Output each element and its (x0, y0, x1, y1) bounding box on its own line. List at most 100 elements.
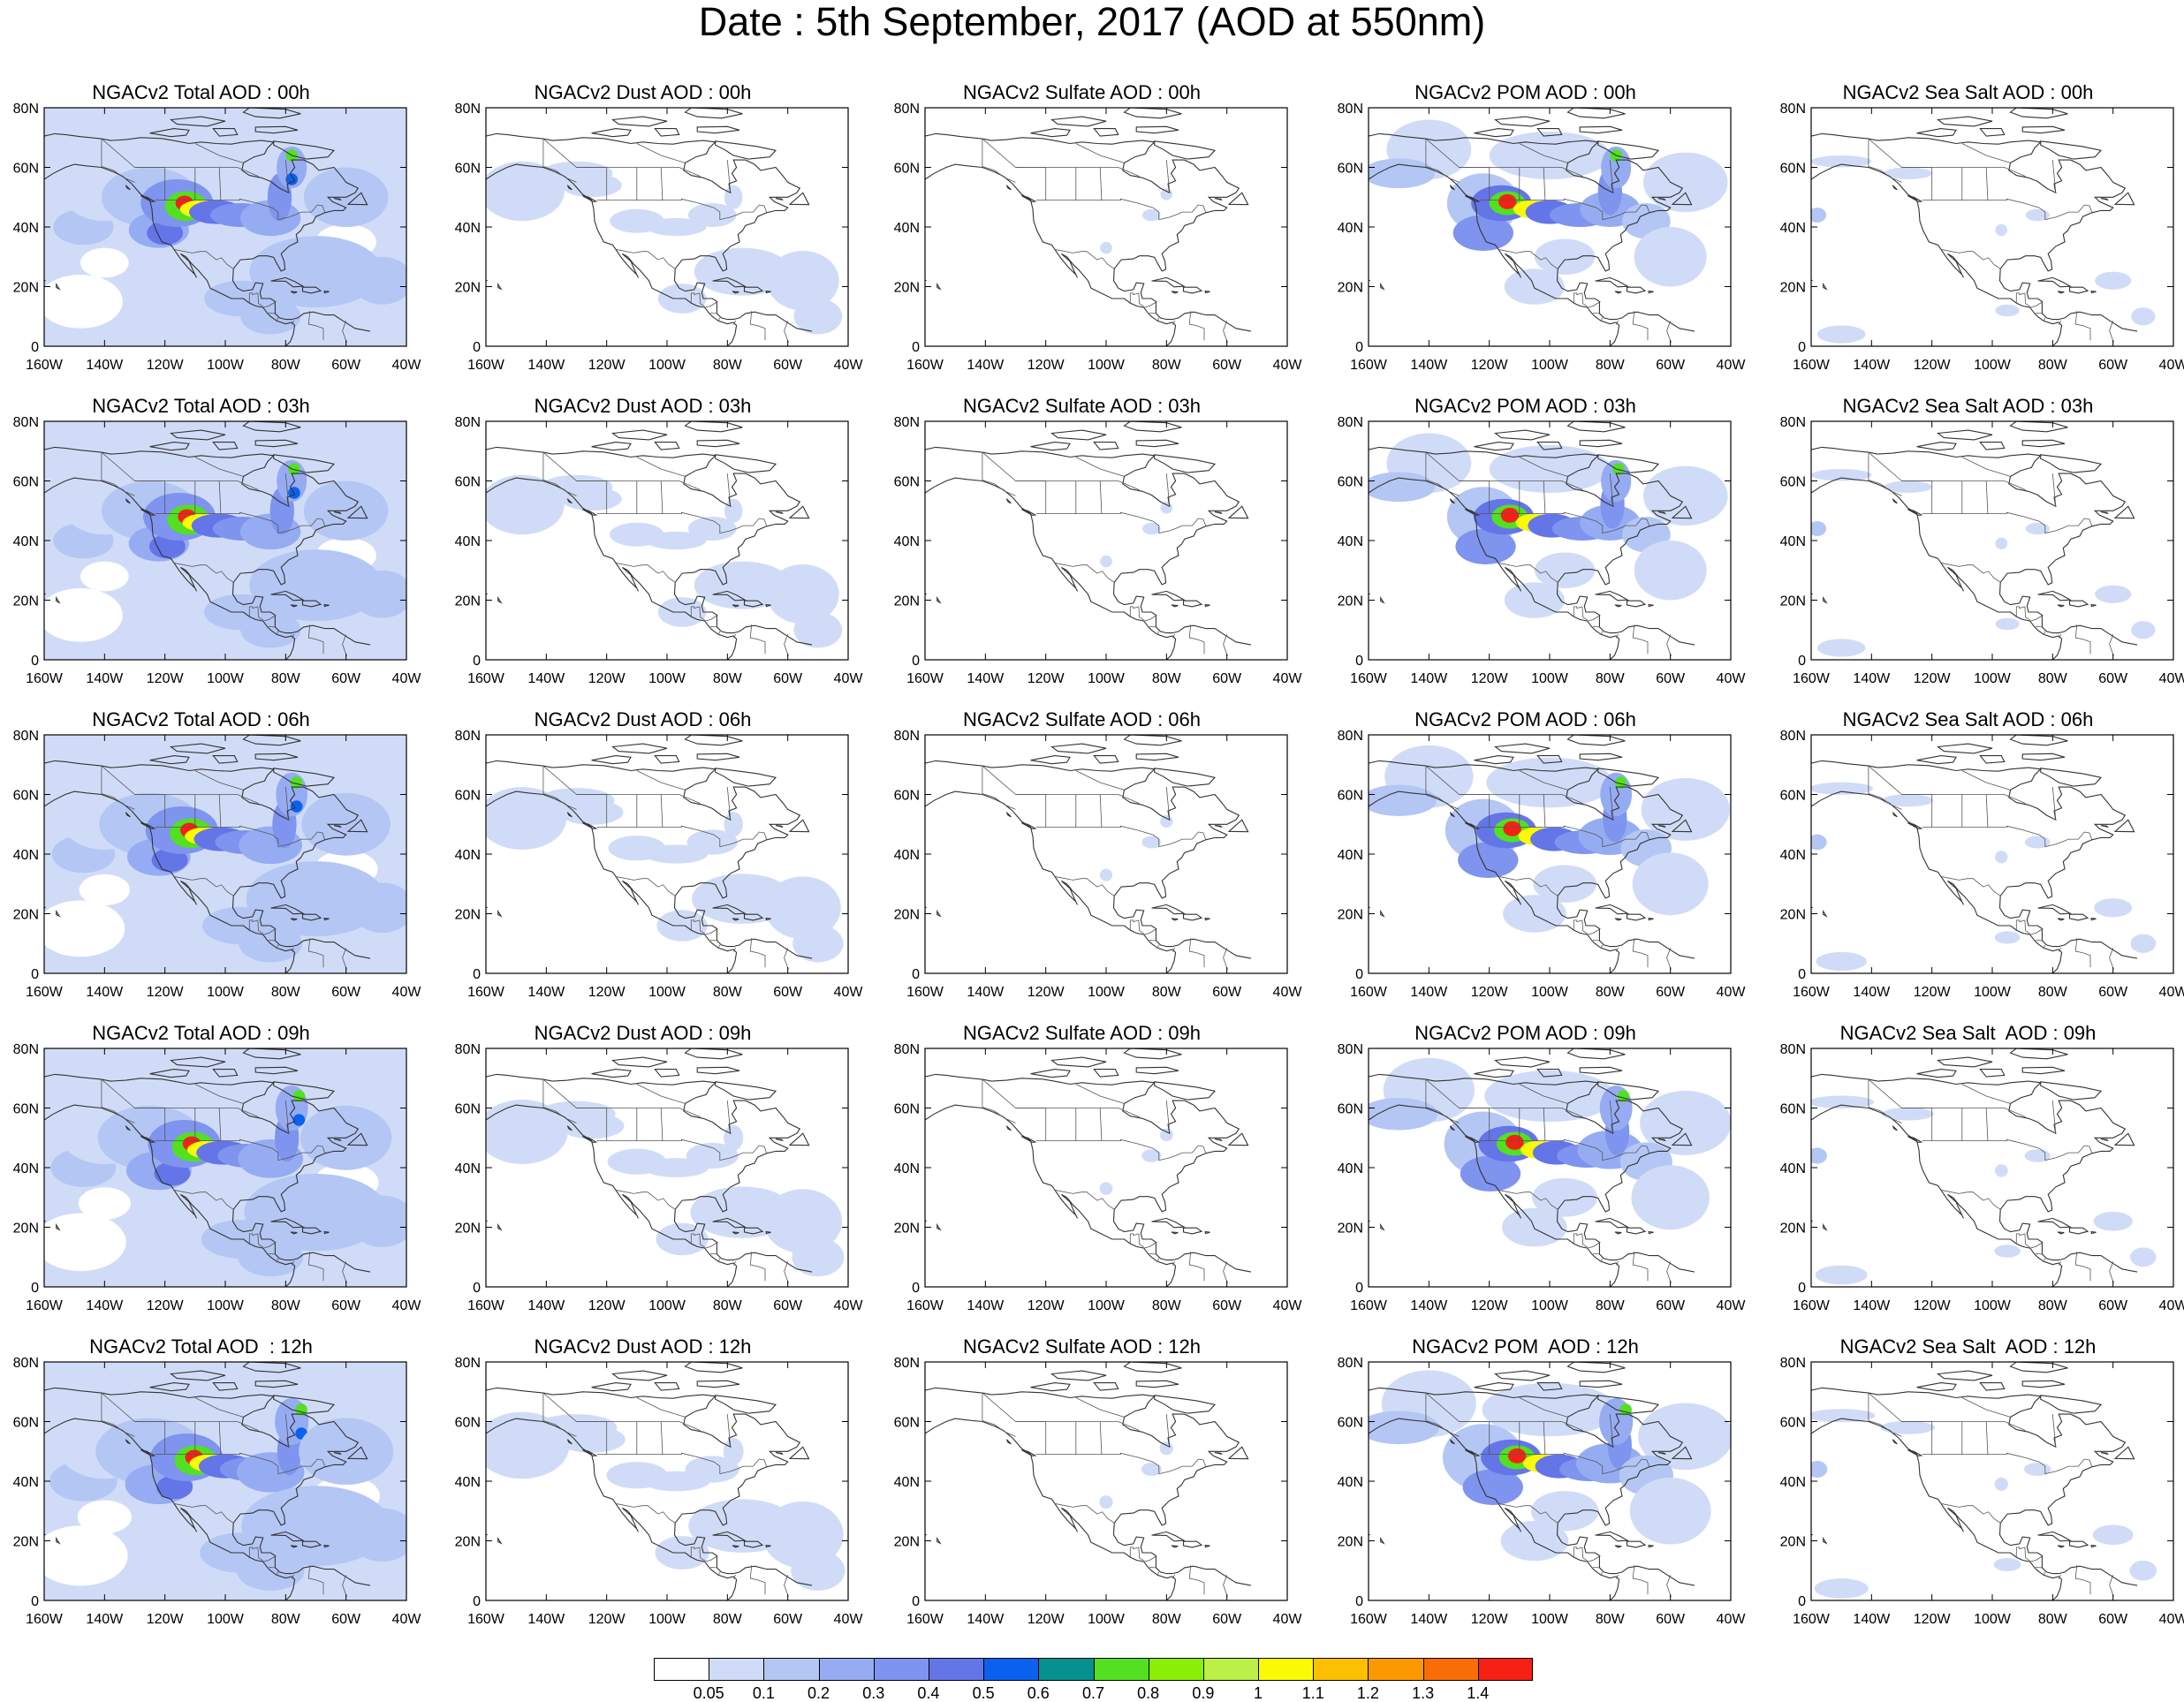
island-outline (2041, 1082, 2101, 1100)
political-border (1166, 473, 1170, 506)
y-tick-label: 0 (473, 1281, 481, 1296)
island-outline (2011, 421, 2068, 432)
x-tick-label: 100W (207, 1298, 245, 1313)
x-tick-label: 40W (2159, 1612, 2184, 1627)
y-tick-label: 60N (1780, 1102, 1806, 1117)
y-tick-label: 60N (1338, 475, 1363, 490)
x-tick-label: 140W (1853, 1612, 1891, 1627)
y-tick-label: 40N (1338, 848, 1363, 863)
y-tick-label: 60N (455, 1416, 481, 1431)
political-border (1144, 615, 1156, 621)
x-tick-label: 40W (1273, 1298, 1303, 1313)
island-outline (1580, 440, 1622, 446)
island-outline (1475, 443, 1513, 450)
y-tick-label: 60N (13, 789, 39, 804)
y-tick-label: 60N (13, 1416, 39, 1431)
x-tick-label: 160W (906, 671, 944, 686)
x-tick-label: 140W (967, 1612, 1005, 1627)
x-tick-label: 120W (1028, 1612, 1065, 1627)
x-tick-label: 80W (2038, 1612, 2068, 1627)
political-border (1633, 1565, 1648, 1594)
island-outline (2011, 1048, 2068, 1059)
legend-swatch (1368, 1658, 1423, 1681)
x-tick-label: 60W (2098, 985, 2128, 1000)
island-outline (1094, 1070, 1118, 1078)
x-tick-label: 120W (588, 985, 626, 1000)
y-tick-label: 20N (455, 1222, 481, 1237)
aod-plume (1160, 815, 1172, 828)
x-tick-label: 160W (26, 985, 64, 1000)
x-tick-label: 120W (147, 1612, 185, 1627)
x-tick-label: 120W (147, 1298, 185, 1313)
legend-label: 0.5 (973, 1684, 995, 1702)
x-tick-label: 60W (1656, 671, 1686, 686)
island-outline (1006, 813, 1011, 817)
political-border (1166, 787, 1170, 820)
political-border (1130, 1234, 1139, 1244)
political-border (637, 458, 686, 477)
political-border (1100, 1108, 1102, 1141)
x-tick-label: 60W (331, 358, 361, 373)
political-border (2075, 938, 2090, 967)
y-tick-label: 0 (473, 1594, 481, 1609)
x-tick-label: 120W (588, 358, 626, 373)
x-tick-label: 80W (1152, 1612, 1182, 1627)
aod-plume (1994, 1558, 2021, 1571)
aod-plume (2130, 1561, 2157, 1581)
political-border (1144, 1555, 1156, 1562)
political-border (1962, 1398, 2011, 1418)
x-tick-label: 100W (1088, 358, 1126, 373)
island-outline (1172, 291, 1178, 293)
aod-plume (350, 1196, 415, 1247)
y-tick-label: 20N (13, 1222, 39, 1237)
political-border (2016, 607, 2025, 617)
island-outline (1615, 1546, 1621, 1547)
political-border (982, 766, 1140, 804)
x-tick-label: 60W (1212, 1298, 1242, 1313)
island-outline (686, 421, 743, 432)
y-tick-label: 80N (455, 1356, 481, 1371)
political-border (1588, 1555, 1600, 1562)
island-outline (1381, 912, 1384, 916)
x-tick-label: 160W (1350, 1298, 1388, 1313)
x-tick-label: 160W (1350, 358, 1388, 373)
island-outline (1172, 1546, 1178, 1547)
y-tick-label: 60N (1338, 789, 1363, 804)
political-border (2030, 1242, 2043, 1248)
x-tick-label: 40W (834, 358, 864, 373)
aod-plume (1995, 1164, 2008, 1177)
aod-plume (1815, 1578, 1869, 1599)
y-tick-label: 80N (1338, 1042, 1363, 1057)
aod-plume (353, 571, 413, 618)
political-border (1189, 938, 1204, 967)
island-outline (2038, 277, 2071, 286)
political-border (1588, 615, 1600, 621)
political-border (1633, 624, 1648, 654)
island-outline (1649, 291, 1653, 293)
political-border (616, 563, 676, 582)
island-outline (1152, 591, 1185, 600)
island-outline (1580, 753, 1622, 760)
island-outline (1568, 1048, 1626, 1059)
x-tick-label: 60W (1212, 1612, 1242, 1627)
x-tick-label: 120W (1914, 1612, 1952, 1627)
x-tick-label: 100W (207, 671, 245, 686)
y-tick-label: 80N (1780, 1356, 1806, 1371)
island-outline (1155, 768, 1215, 786)
political-border (2075, 1565, 2090, 1594)
political-border (661, 795, 663, 828)
y-tick-label: 20N (1338, 281, 1363, 296)
island-outline (1125, 735, 1182, 745)
x-tick-label: 160W (1350, 671, 1388, 686)
political-border (661, 481, 663, 514)
political-border (1189, 1565, 1204, 1594)
island-outline (2022, 1067, 2065, 1073)
aod-plume (1508, 1449, 1527, 1464)
y-tick-label: 80N (894, 1042, 920, 1057)
